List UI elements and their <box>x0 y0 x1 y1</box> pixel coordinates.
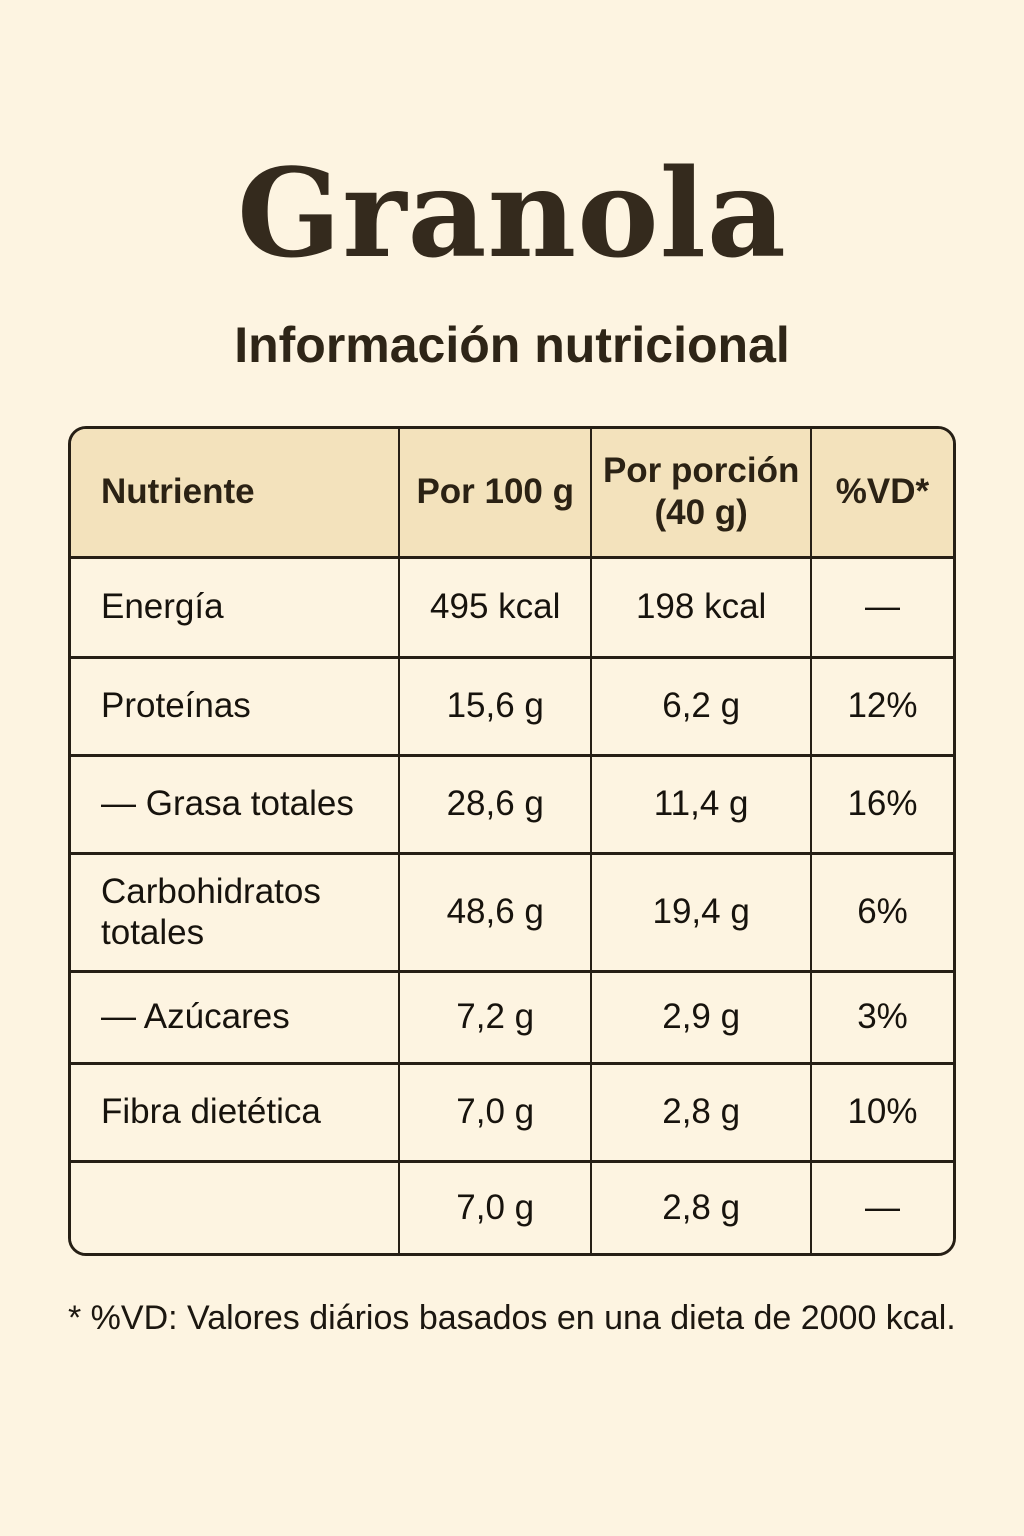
cell-por-100g: 15,6 g <box>399 657 593 757</box>
cell-vd: 16% <box>810 755 953 855</box>
table-row-energia: Energía 495 kcal 198 kcal — <box>71 557 953 659</box>
column-header-por-porcion-line1: Por porción <box>602 451 800 491</box>
cell-vd: — <box>864 1188 900 1228</box>
column-header-por-porcion-line2: (40 g) <box>654 493 748 533</box>
nutrition-table-container: Nutriente Por 100 g Por porción (40 g) %… <box>68 426 956 1256</box>
cell-vd: 6% <box>810 853 953 973</box>
cell-por-100g: 28,6 g <box>399 755 593 855</box>
page-subtitle: Información nutricional <box>234 317 790 373</box>
product-title: Granola <box>237 141 787 285</box>
table-row-fibra: Fibra dietética 7,0 g 2,8 g 10% <box>71 1063 953 1163</box>
cell-por-porcion: 19,4 g <box>591 853 812 973</box>
cell-vd: 3% <box>810 971 953 1065</box>
table-row-proteinas: Proteínas 15,6 g 6,2 g 12% <box>71 657 953 757</box>
cell-nutrient: — Azúcares <box>71 971 401 1065</box>
cell-nutrient: Proteínas <box>71 657 401 757</box>
nutrition-table: Nutriente Por 100 g Por porción (40 g) %… <box>71 429 953 1253</box>
table-header: Nutriente Por 100 g Por porción (40 g) %… <box>71 429 953 559</box>
cell-por-porcion: 11,4 g <box>591 755 812 855</box>
cell-por-100g: 7,0 g <box>399 1063 593 1163</box>
cell-por-porcion: 2,9 g <box>591 971 812 1065</box>
cell-por-100g: 495 kcal <box>399 557 593 659</box>
nutrition-label-page: Granola Información nutricional Nutrient… <box>0 152 1024 1536</box>
vd-footnote: * %VD: Valores diários basados en una di… <box>68 1299 956 1337</box>
table-body: Energía 495 kcal 198 kcal — Proteínas 15… <box>71 557 953 1253</box>
column-header-por-porcion: Por porción (40 g) <box>591 429 812 559</box>
table-row-carbohidratos: Carbohidratos totales 48,6 g 19,4 g 6% <box>71 853 953 973</box>
cell-vd: 10% <box>810 1063 953 1163</box>
cell-por-porcion: 6,2 g <box>591 657 812 757</box>
column-header-vd: %VD* <box>810 429 953 559</box>
cell-vd: 12% <box>810 657 953 757</box>
cell-nutrient: Energía <box>71 557 401 659</box>
table-row-grasa-totales: — Grasa totales 28,6 g 11,4 g 16% <box>71 755 953 855</box>
table-row-unlabeled: 7,0 g 2,8 g — <box>71 1161 953 1253</box>
cell-por-100g: 7,2 g <box>399 971 593 1065</box>
cell-por-porcion: 198 kcal <box>591 557 812 659</box>
cell-por-100g: 7,0 g <box>399 1161 593 1253</box>
column-header-por-100g: Por 100 g <box>399 429 593 559</box>
cell-por-porcion: 2,8 g <box>591 1161 812 1253</box>
table-row-azucares: — Azúcares 7,2 g 2,9 g 3% <box>71 971 953 1065</box>
cell-por-porcion: 2,8 g <box>591 1063 812 1163</box>
cell-vd: — <box>810 557 953 659</box>
header-row: Nutriente Por 100 g Por porción (40 g) %… <box>71 429 953 559</box>
cell-nutrient <box>71 1161 401 1253</box>
cell-nutrient: Carbohidratos totales <box>71 853 401 973</box>
cell-por-100g: 48,6 g <box>399 853 593 973</box>
column-header-nutriente: Nutriente <box>71 429 401 559</box>
cell-nutrient: — Grasa totales <box>71 755 401 855</box>
cell-nutrient: Fibra dietética <box>71 1063 401 1163</box>
